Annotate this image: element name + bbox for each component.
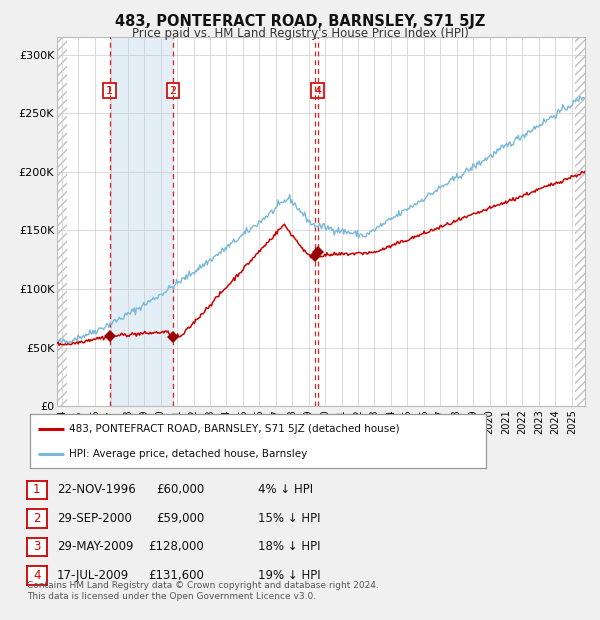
Text: £128,000: £128,000 bbox=[148, 541, 204, 553]
Text: 15% ↓ HPI: 15% ↓ HPI bbox=[258, 512, 320, 525]
Text: 29-MAY-2009: 29-MAY-2009 bbox=[57, 541, 133, 553]
Text: 483, PONTEFRACT ROAD, BARNSLEY, S71 5JZ: 483, PONTEFRACT ROAD, BARNSLEY, S71 5JZ bbox=[115, 14, 485, 29]
Text: This data is licensed under the Open Government Licence v3.0.: This data is licensed under the Open Gov… bbox=[27, 592, 316, 601]
Text: 4: 4 bbox=[33, 569, 41, 582]
Text: 2: 2 bbox=[169, 86, 176, 95]
Text: 483, PONTEFRACT ROAD, BARNSLEY, S71 5JZ (detached house): 483, PONTEFRACT ROAD, BARNSLEY, S71 5JZ … bbox=[69, 424, 400, 434]
Text: 4: 4 bbox=[314, 86, 321, 95]
Text: 22-NOV-1996: 22-NOV-1996 bbox=[57, 484, 136, 496]
Text: £59,000: £59,000 bbox=[156, 512, 204, 525]
Text: £131,600: £131,600 bbox=[148, 569, 204, 582]
Bar bbox=[575, 37, 600, 406]
Text: £60,000: £60,000 bbox=[156, 484, 204, 496]
Text: 1: 1 bbox=[106, 86, 113, 95]
Text: 18% ↓ HPI: 18% ↓ HPI bbox=[258, 541, 320, 553]
Text: Contains HM Land Registry data © Crown copyright and database right 2024.: Contains HM Land Registry data © Crown c… bbox=[27, 581, 379, 590]
Text: 2: 2 bbox=[33, 512, 41, 525]
Bar bbox=[110, 37, 173, 406]
Text: Price paid vs. HM Land Registry's House Price Index (HPI): Price paid vs. HM Land Registry's House … bbox=[131, 27, 469, 40]
Text: 3: 3 bbox=[33, 541, 41, 553]
Text: 17-JUL-2009: 17-JUL-2009 bbox=[57, 569, 129, 582]
Text: 1: 1 bbox=[33, 484, 41, 496]
Text: 29-SEP-2000: 29-SEP-2000 bbox=[57, 512, 132, 525]
Text: 19% ↓ HPI: 19% ↓ HPI bbox=[258, 569, 320, 582]
Text: HPI: Average price, detached house, Barnsley: HPI: Average price, detached house, Barn… bbox=[69, 450, 307, 459]
Bar bbox=[57, 37, 67, 406]
Text: 4% ↓ HPI: 4% ↓ HPI bbox=[258, 484, 313, 496]
